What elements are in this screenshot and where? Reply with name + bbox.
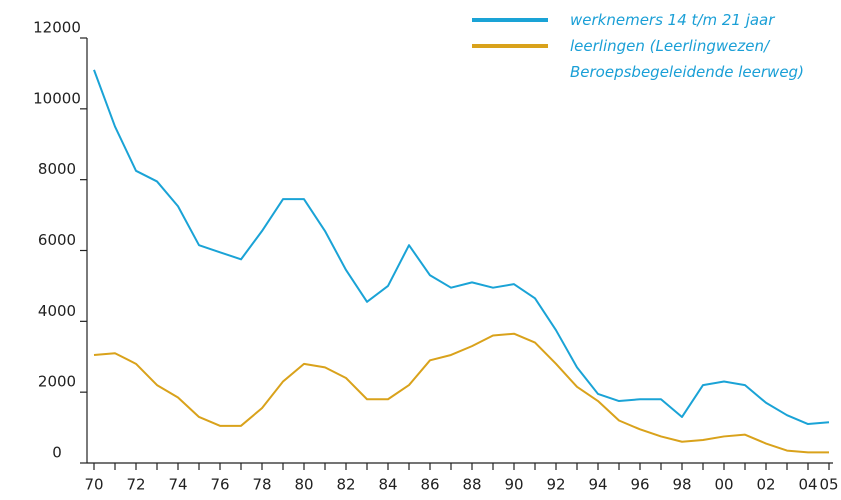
x-tick-label: 72 <box>126 476 145 494</box>
x-tick-label: 70 <box>84 476 103 494</box>
x-tick-label: 94 <box>588 476 607 494</box>
y-tick-label: 12000 <box>33 19 81 37</box>
x-tick-label: 92 <box>546 476 565 494</box>
x-tick-label: 90 <box>504 476 523 494</box>
y-tick-label: 10000 <box>33 89 81 107</box>
y-tick-label: 0 <box>52 444 62 462</box>
y-tick-label: 6000 <box>38 231 76 249</box>
x-tick-label: 98 <box>672 476 691 494</box>
legend-label: leerlingen (Leerlingwezen/ Beroepsbegele… <box>570 37 804 81</box>
x-tick-label: 74 <box>168 476 187 494</box>
x-tick-label: 82 <box>336 476 355 494</box>
x-tick-label: 78 <box>252 476 271 494</box>
y-tick-label: 4000 <box>38 302 76 320</box>
x-tick-label: 86 <box>420 476 439 494</box>
series-line <box>93 332 829 454</box>
series-line <box>93 69 830 426</box>
y-tick-label: 2000 <box>38 373 76 391</box>
x-tick-label: 02 <box>756 476 775 494</box>
x-tick-label: 76 <box>210 476 229 494</box>
y-tick-label: 8000 <box>38 160 76 178</box>
x-tick-label: 05 <box>819 476 838 494</box>
x-tick-label: 00 <box>714 476 733 494</box>
x-tick-label: 88 <box>462 476 481 494</box>
x-tick-label: 80 <box>294 476 313 494</box>
x-tick-label: 84 <box>378 476 397 494</box>
x-tick-label: 04 <box>798 476 817 494</box>
legend-label: werknemers 14 t/m 21 jaar <box>570 11 775 29</box>
x-tick-label: 96 <box>630 476 649 494</box>
